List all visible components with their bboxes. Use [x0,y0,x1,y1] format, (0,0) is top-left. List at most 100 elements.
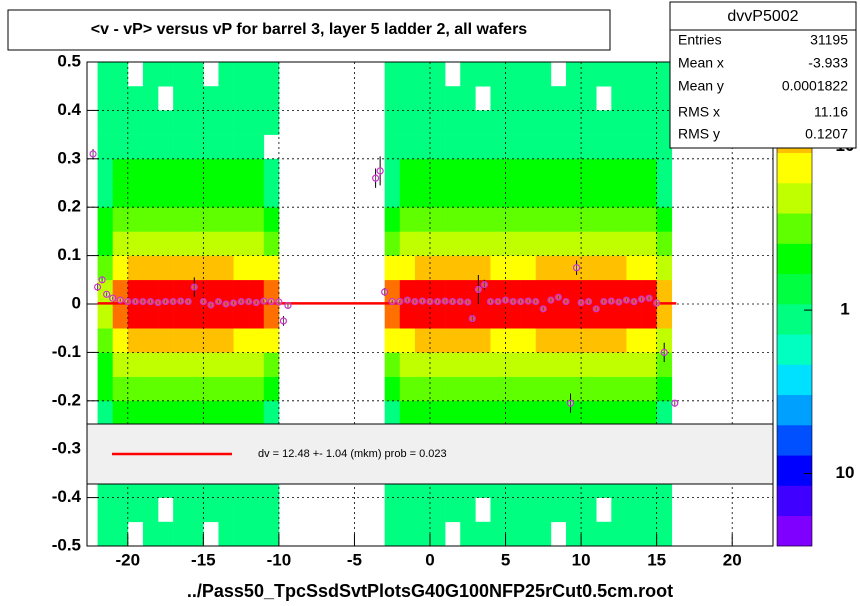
heat-cell [218,255,234,281]
heat-cell [248,86,265,111]
heat-cell [112,86,129,111]
heat-cell [399,231,416,256]
heat-cell [188,134,204,160]
heat-cell [581,183,597,208]
heat-cell [565,86,582,111]
heat-cell [384,207,401,232]
heat-cell [445,158,461,184]
profile-point [468,314,476,323]
palette-swatch [777,304,812,335]
heat-cell [203,183,219,208]
profile-point [169,297,177,306]
heat-cell [218,304,234,329]
heat-cell [596,328,612,353]
heat-cell [581,110,597,135]
heat-cell [399,158,416,184]
profile-point [615,298,623,306]
heat-cell [430,86,446,111]
heat-cell [112,328,129,353]
heat-cell [520,110,537,135]
profile-point [229,299,238,307]
heat-cell [188,521,204,547]
heat-cell [158,255,174,281]
z-tick-label: 1 [840,300,849,319]
profile-point [252,298,260,307]
heat-cell [97,352,113,377]
heat-cell [581,62,597,87]
heat-cell [233,352,249,377]
heat-cell [430,231,446,256]
profile-point [275,298,283,306]
heat-cell [445,183,461,208]
heat-cell [173,183,189,208]
heat-cell [505,521,521,547]
profile-point [547,296,555,304]
heat-cell [248,62,265,87]
heat-cell [384,497,401,523]
heat-cell [581,231,597,256]
palette-swatch [777,515,812,547]
heat-cell [596,110,612,135]
heat-cell [248,376,265,402]
heat-cell [460,400,476,426]
y-tick-label: -0.5 [52,535,81,554]
heat-cell [218,207,234,232]
heat-cell [490,62,506,87]
x-tick-label: -15 [191,550,216,569]
heat-cell [581,497,597,523]
heat-cell [203,207,219,232]
heat-cell [384,304,401,329]
profile-point [524,297,532,305]
profile-point [284,301,292,310]
heat-cell [263,304,280,329]
profile-point [653,299,661,307]
profile-point [645,294,653,302]
heat-cell [611,352,627,377]
heat-cell [173,352,189,377]
heat-cell [414,183,431,208]
stats-value: -3.933 [808,55,848,71]
heat-cell [626,231,642,256]
heat-cell [641,231,657,256]
heat-cell [142,134,159,160]
x-tick-label: -5 [347,550,362,569]
profile-point [456,297,464,306]
heat-cell [430,352,446,377]
heat-cell [233,328,249,353]
heat-cell [248,255,265,281]
heat-cell [596,62,612,87]
palette-swatch [777,485,812,517]
heat-cell [399,400,416,426]
heat-cell [233,521,249,547]
heat-cell [112,134,129,160]
heat-cell [596,231,612,256]
heat-cell [626,400,642,426]
heat-cell [460,207,476,232]
y-tick-label: 0.2 [57,197,81,216]
profile-point [109,294,117,302]
heat-cell [490,183,506,208]
heat-cell [656,376,673,402]
heat-cell [626,183,642,208]
heat-cell [656,352,673,377]
heat-cell [445,497,461,523]
heat-cell [656,110,673,135]
profile-point [396,297,404,306]
heat-cell [505,304,521,329]
heat-cell [188,62,204,87]
heat-cell [158,304,174,329]
profile-point [464,298,472,306]
heat-cell [384,400,401,426]
heat-cell [430,207,446,232]
heat-cell [626,352,642,377]
heat-cell [97,62,113,87]
heat-cell [596,400,612,426]
heat-cell [626,207,642,232]
heat-cell [263,231,280,256]
profile-point [441,297,449,305]
heat-cell [248,279,265,305]
heat-cell [490,304,506,329]
heat-cell [384,376,401,402]
heat-cell [656,255,673,281]
heat-cell [475,183,491,208]
